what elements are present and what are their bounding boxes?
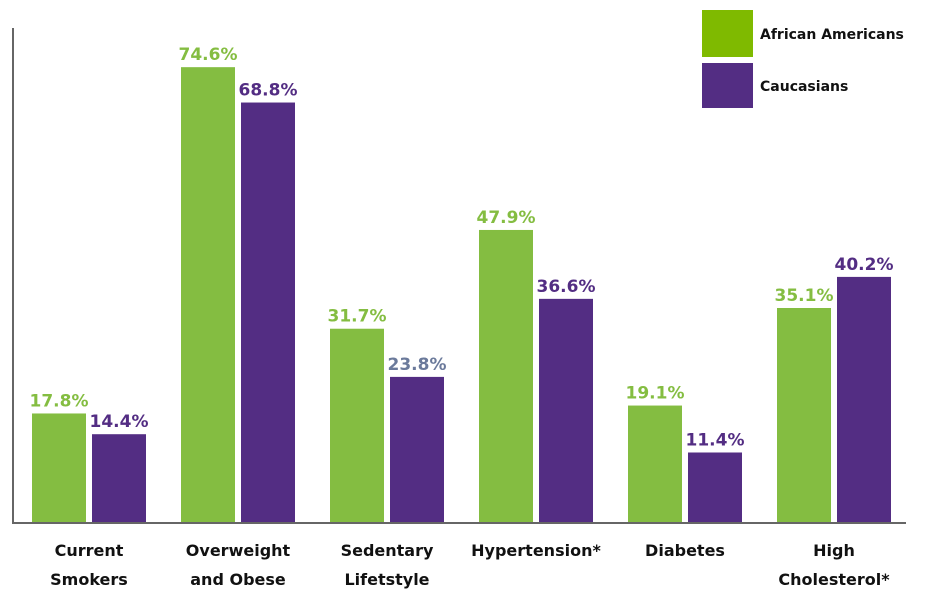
legend: African Americans Caucasians <box>702 10 904 108</box>
category-label-line: Current <box>55 541 124 560</box>
bar-african-americans-hypertension <box>479 229 533 522</box>
legend-label-african-americans: African Americans <box>760 27 904 43</box>
category-label-line: Overweight <box>186 541 291 560</box>
legend-swatch-african-americans <box>702 10 753 57</box>
category-label-line: Diabetes <box>645 541 725 560</box>
bar-caucasians-diabetes <box>688 452 742 522</box>
bar-caucasians-hypertension <box>539 298 593 522</box>
category-label-line: Hypertension* <box>471 541 601 560</box>
category-label-overweight-and-obese: Overweight and Obese <box>186 541 291 589</box>
bar-caucasians-current-smokers <box>92 434 146 522</box>
category-labels: Current Smokers Overweight and Obese Sedenta… <box>50 541 890 589</box>
bar-african-americans-high-cholesterol <box>777 307 831 522</box>
bar-caucasians-overweight-and-obese <box>241 102 295 522</box>
bar-caucasians-sedentary-lifetstyle <box>390 376 444 522</box>
value-label-caucasians-overweight-and-obese: 68.8% <box>239 81 298 101</box>
value-label-caucasians-high-cholesterol: 40.2% <box>835 255 894 275</box>
value-label-caucasians-sedentary-lifetstyle: 23.8% <box>388 355 447 375</box>
value-label-african-americans-hypertension: 47.9% <box>477 208 536 228</box>
category-label-line: Sedentary <box>341 541 434 560</box>
legend-swatch-caucasians <box>702 63 753 108</box>
category-label-high-cholesterol: High Cholesterol* <box>778 541 890 589</box>
axes <box>12 28 906 524</box>
category-label-line: Lifetstyle <box>344 570 429 589</box>
value-label-african-americans-diabetes: 19.1% <box>626 384 685 404</box>
legend-label-caucasians: Caucasians <box>760 79 848 95</box>
value-label-african-americans-sedentary-lifetstyle: 31.7% <box>328 307 387 327</box>
category-label-line: and Obese <box>190 570 286 589</box>
bar-african-americans-sedentary-lifetstyle <box>330 328 384 522</box>
category-label-hypertension: Hypertension* <box>471 541 601 560</box>
value-labels: 17.8%14.4% 74.6%68.8% 31.7% 23.8% 47.9% 36.6%… <box>30 45 894 450</box>
value-label-caucasians-diabetes: 11.4% <box>686 430 745 450</box>
value-label-caucasians-current-smokers: 14.4% <box>90 412 149 432</box>
bar-african-americans-diabetes <box>628 405 682 522</box>
value-label-caucasians-hypertension: 36.6% <box>537 277 596 297</box>
category-label-current-smokers: Current Smokers <box>50 541 128 589</box>
category-label-line: Smokers <box>50 570 128 589</box>
value-label-african-americans-current-smokers: 17.8% <box>30 391 89 411</box>
category-label-diabetes: Diabetes <box>645 541 725 560</box>
value-label-african-americans-high-cholesterol: 35.1% <box>775 286 834 306</box>
bars <box>32 67 891 522</box>
category-label-sedentary-lifetstyle: Sedentary Lifetstyle <box>341 541 434 589</box>
bar-african-americans-current-smokers <box>32 413 86 522</box>
bar-african-americans-overweight-and-obese <box>181 67 235 522</box>
value-label-african-americans-overweight-and-obese: 74.6% <box>179 45 238 65</box>
bar-caucasians-high-cholesterol <box>837 276 891 522</box>
category-label-line: High <box>813 541 855 560</box>
category-label-line: Cholesterol* <box>778 570 890 589</box>
